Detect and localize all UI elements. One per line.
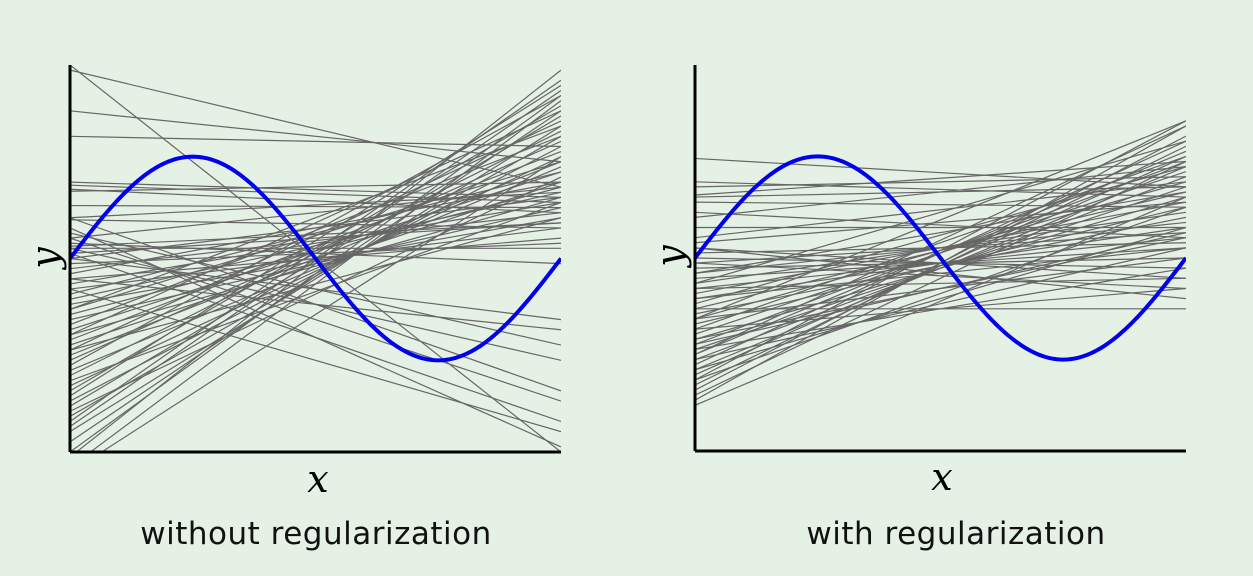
fit-line — [70, 110, 561, 336]
y-axis-label: y — [648, 245, 692, 269]
fit-line — [695, 181, 1186, 239]
fit-line — [695, 171, 1186, 335]
fit-line — [70, 204, 561, 209]
fit-line — [695, 120, 1186, 320]
fit-line — [70, 237, 561, 402]
true-function-curve — [695, 154, 1186, 362]
fit-lines-group — [70, 65, 561, 452]
true-function-group — [70, 154, 561, 363]
fit-line — [70, 125, 561, 433]
fit-lines-group — [695, 120, 1186, 406]
fit-line — [70, 196, 561, 336]
fit-line — [70, 288, 561, 433]
true-function-group — [695, 154, 1186, 362]
fit-line — [695, 201, 1186, 208]
x-axis-label: x — [931, 455, 952, 499]
fit-line — [70, 201, 561, 382]
panel-with-regularization: x y — [648, 65, 1186, 499]
fit-line — [695, 176, 1186, 188]
fit-line — [70, 181, 561, 198]
fit-line — [695, 206, 1186, 381]
fit-line — [70, 186, 561, 239]
fit-line — [70, 217, 561, 392]
fit-line — [70, 95, 561, 366]
fit-line — [695, 262, 1186, 290]
fit-line — [695, 247, 1186, 361]
fit-line — [695, 160, 1186, 196]
fit-line — [75, 69, 561, 452]
fit-line — [695, 165, 1186, 218]
fit-line — [695, 201, 1186, 244]
fit-line — [70, 191, 561, 219]
fit-line — [695, 232, 1186, 345]
fit-line — [695, 196, 1186, 340]
fit-line — [70, 161, 561, 310]
fit-line — [695, 211, 1186, 239]
fit-line — [70, 166, 561, 372]
fit-line — [70, 217, 561, 351]
fit-line — [695, 277, 1186, 290]
fit-line — [695, 242, 1186, 254]
fit-line — [695, 160, 1186, 396]
panel-without-regularization: x y — [23, 65, 561, 501]
fit-line — [70, 110, 561, 163]
fit-line — [695, 181, 1186, 198]
fit-line — [695, 191, 1186, 274]
fit-line — [695, 196, 1186, 406]
fit-line — [70, 171, 561, 295]
fit-line — [70, 232, 561, 346]
fit-line — [695, 247, 1186, 300]
fit-line — [70, 125, 561, 310]
fit-line — [70, 84, 561, 397]
fit-line — [695, 155, 1186, 330]
fit-line — [70, 181, 561, 192]
fit-line — [70, 252, 561, 423]
fit-line — [695, 166, 1186, 305]
fit-line — [695, 247, 1186, 279]
fit-line — [70, 145, 561, 402]
fit-line — [70, 135, 561, 148]
y-axis-label: y — [23, 247, 67, 271]
fit-line — [70, 69, 561, 188]
x-axis-label: x — [307, 457, 328, 501]
caption-with-regularization: with regularization — [806, 516, 1106, 552]
caption-without-regularization: without regularization — [140, 516, 492, 552]
fit-line — [70, 184, 561, 204]
fit-line — [695, 125, 1186, 356]
true-function-curve — [70, 154, 561, 363]
fit-line — [695, 157, 1186, 188]
fit-line — [70, 188, 561, 214]
fit-line — [695, 191, 1186, 310]
fit-line — [70, 176, 561, 412]
fit-line — [70, 222, 561, 247]
